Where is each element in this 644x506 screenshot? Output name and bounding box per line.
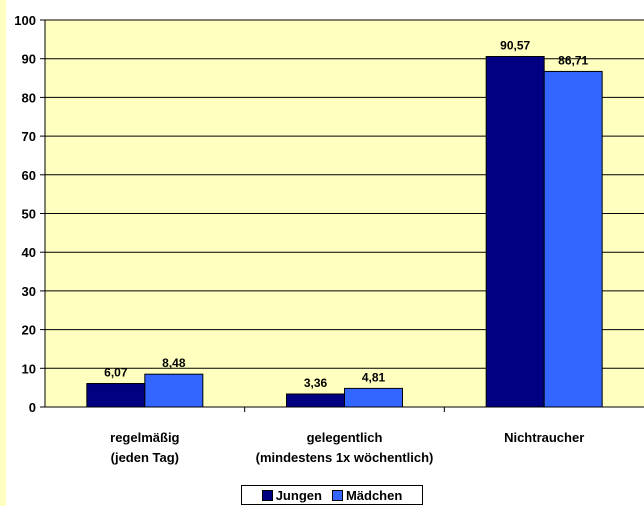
data-label: 6,07 <box>104 366 128 380</box>
data-label: 8,48 <box>162 356 186 370</box>
bar <box>144 373 204 408</box>
legend: Jungen Mädchen <box>241 485 423 505</box>
data-label: 4,81 <box>362 370 386 384</box>
y-tick-label: 60 <box>22 168 36 183</box>
y-tick-label: 40 <box>22 245 36 260</box>
legend-swatch-jungen <box>261 489 273 501</box>
bar <box>86 383 146 408</box>
legend-label-jungen: Jungen <box>275 487 322 503</box>
left-margin-strip <box>0 0 6 506</box>
data-label: 86,71 <box>558 53 588 67</box>
bar <box>344 387 403 408</box>
bar <box>543 70 603 408</box>
legend-item-jungen: Jungen <box>261 487 322 503</box>
y-tick-label: 70 <box>22 129 36 144</box>
y-tick-label: 80 <box>22 90 36 105</box>
y-tick-label: 30 <box>22 284 36 299</box>
bar <box>485 55 545 408</box>
legend-item-maedchen: Mädchen <box>331 487 403 503</box>
x-category-label: regelmäßig <box>110 430 179 445</box>
x-category-label: gelegentlich <box>307 430 383 445</box>
data-label: 3,36 <box>304 376 328 390</box>
y-tick-label: 0 <box>29 400 36 415</box>
y-tick-label: 10 <box>22 361 36 376</box>
bar <box>286 393 345 408</box>
y-tick-label: 90 <box>22 52 36 67</box>
data-label: 90,57 <box>500 38 530 52</box>
legend-label-maedchen: Mädchen <box>345 487 403 503</box>
x-category-label: (jeden Tag) <box>111 450 179 465</box>
y-tick-label: 100 <box>14 13 36 28</box>
x-category-label: Nichtraucher <box>504 430 584 445</box>
legend-swatch-maedchen <box>331 489 343 501</box>
x-category-label: (mindestens 1x wöchentlich) <box>256 450 434 465</box>
y-tick-label: 20 <box>22 323 36 338</box>
y-tick-label: 50 <box>22 207 36 222</box>
